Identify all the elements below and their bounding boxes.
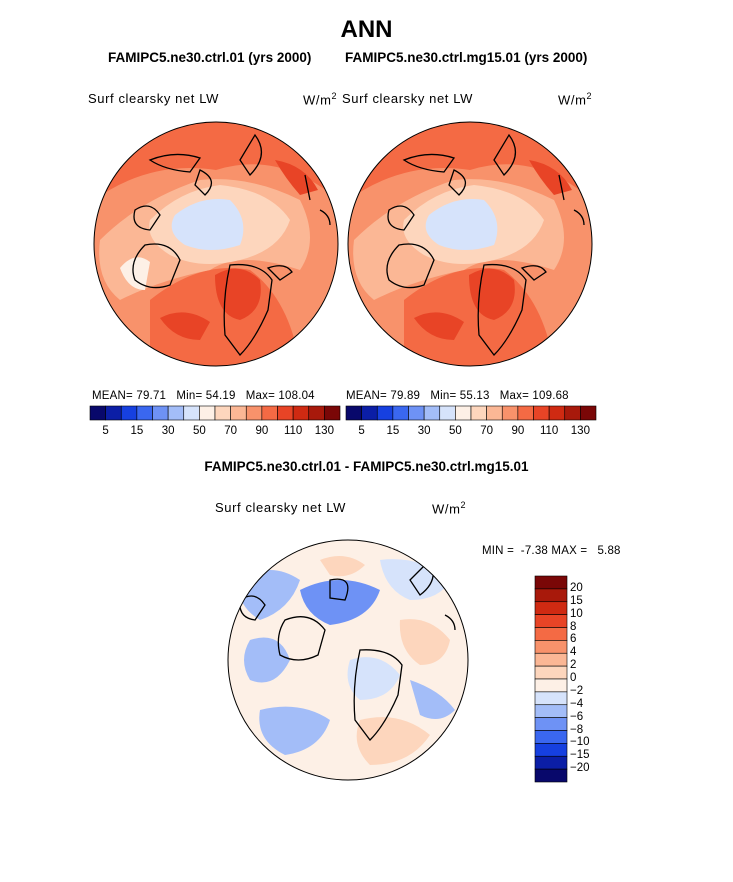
diff-colorbar-swatch bbox=[534, 768, 568, 783]
panel-2-colorbar-swatch bbox=[361, 405, 378, 421]
diff-colorbar bbox=[534, 575, 568, 783]
panel-1-colorbar-swatch bbox=[261, 405, 278, 421]
diff-colorbar-swatch bbox=[534, 678, 568, 693]
panel-1-colorbar-swatch bbox=[136, 405, 153, 421]
panel-1-colorbar-swatch bbox=[152, 405, 169, 421]
diff-stats: MIN = -7.38 MAX = 5.88 bbox=[482, 545, 621, 557]
panel-1-stats: MEAN= 79.71 Min= 54.19 Max= 108.04 bbox=[92, 390, 315, 402]
diff-colorbar-tick-label: 15 bbox=[570, 594, 583, 607]
diff-colorbar-tick-label: 6 bbox=[570, 633, 577, 646]
panel-1-colorbar-swatch bbox=[120, 405, 138, 421]
main-title: ANN bbox=[340, 16, 393, 43]
panel-2-colorbar-tick-label: 15 bbox=[386, 425, 400, 437]
diff-colorbar-swatch bbox=[534, 627, 568, 641]
diff-colorbar-swatch bbox=[534, 717, 568, 731]
panel-2-colorbar-swatch bbox=[345, 405, 362, 421]
panel-1-colorbar-tick-label: 70 bbox=[224, 425, 238, 437]
panel-1-colorbar-swatch bbox=[105, 405, 122, 421]
panel-1-colorbar-tick-label: 110 bbox=[283, 425, 303, 437]
panel-2-colorbar-swatch bbox=[517, 405, 534, 421]
panel-2-stats: MEAN= 79.89 Min= 55.13 Max= 109.68 bbox=[346, 390, 569, 402]
panel-2-colorbar-tick-label: 130 bbox=[570, 425, 590, 437]
panel-2-colorbar-tick-label: 50 bbox=[448, 425, 462, 437]
diff-colorbar-tick-label: 20 bbox=[570, 581, 583, 594]
diff-colorbar-swatch bbox=[534, 691, 568, 706]
diff-colorbar-tick-label: 8 bbox=[570, 620, 577, 633]
diff-colorbar-swatch bbox=[534, 601, 568, 615]
panel-2-colorbar-swatch bbox=[376, 405, 394, 421]
panel-1-colorbar-tick-label: 50 bbox=[192, 425, 206, 437]
panel-1-colorbar-tick-label: 30 bbox=[161, 425, 175, 437]
panel-2-colorbar-swatch bbox=[564, 405, 581, 421]
panel-1-colorbar-swatch bbox=[245, 405, 263, 421]
diff-colorbar-tick-label: 4 bbox=[570, 646, 577, 659]
diff-colorbar-tick-label: −2 bbox=[570, 684, 584, 697]
panel-2-colorbar-swatch bbox=[548, 405, 566, 421]
panel-2-colorbar-tick-label: 5 bbox=[358, 425, 365, 437]
panel-1-case-label: FAMIPC5.ne30.ctrl.01 (yrs 2000) bbox=[108, 50, 312, 65]
panel-2-units: W/m2 bbox=[558, 91, 593, 108]
diff-colorbar-tick-label: −6 bbox=[570, 710, 584, 723]
diff-colorbar-tick-label: −8 bbox=[570, 723, 584, 736]
panel-2-colorbar-swatch bbox=[439, 405, 456, 421]
panel-2-colorbar-swatch bbox=[580, 405, 597, 421]
diff-colorbar-tick-label: −4 bbox=[570, 697, 584, 710]
panel-1-colorbar-swatch bbox=[89, 405, 106, 421]
panel-2-colorbar-tick-label: 30 bbox=[417, 425, 431, 437]
diff-colorbar-swatch bbox=[534, 665, 568, 680]
panel-1-colorbar-tick-label: 5 bbox=[102, 425, 109, 437]
panel-1-var-label: Surf clearsky net LW bbox=[88, 91, 219, 106]
panel-1-colorbar-swatch bbox=[183, 405, 200, 421]
diff-colorbar-tick-label: −15 bbox=[570, 749, 590, 762]
diff-var-label: Surf clearsky net LW bbox=[215, 500, 346, 515]
panel-2-colorbar-swatch bbox=[533, 405, 550, 421]
diff-colorbar-swatch bbox=[534, 743, 568, 757]
panel-2-colorbar-swatch bbox=[486, 405, 503, 421]
diff-colorbar-tick-label: 10 bbox=[570, 607, 583, 620]
panel-2-colorbar-swatch bbox=[408, 405, 425, 421]
panel-1-colorbar-tick-label: 90 bbox=[255, 425, 269, 437]
diff-colorbar-tick-label: −20 bbox=[570, 762, 590, 775]
panel-1-units: W/m2 bbox=[303, 91, 338, 108]
panel-1-colorbar-swatch bbox=[214, 405, 231, 421]
panel-2-case-label: FAMIPC5.ne30.ctrl.mg15.01 (yrs 2000) bbox=[345, 50, 588, 65]
panel-1-colorbar-swatch bbox=[324, 405, 341, 421]
panel-2-colorbar-swatch bbox=[392, 405, 409, 421]
diff-colorbar-tick-label: 2 bbox=[570, 659, 577, 672]
panel-1-colorbar-tick-label: 15 bbox=[130, 425, 144, 437]
diff-colorbar-swatch bbox=[534, 575, 568, 590]
panel-2-var-label: Surf clearsky net LW bbox=[342, 91, 473, 106]
panel-1-colorbar-tick-label: 130 bbox=[314, 425, 334, 437]
panel-2-colorbar-tick-label: 70 bbox=[480, 425, 494, 437]
panel-2-colorbar-swatch bbox=[423, 405, 441, 421]
panel-1-colorbar-swatch bbox=[292, 405, 310, 421]
diff-colorbar-swatch bbox=[534, 614, 568, 628]
diff-case-label: FAMIPC5.ne30.ctrl.01 - FAMIPC5.ne30.ctrl… bbox=[204, 459, 529, 474]
panel-2-colorbar-swatch bbox=[455, 405, 472, 421]
diff-colorbar-swatch bbox=[534, 640, 568, 654]
diff-colorbar-swatch bbox=[534, 704, 568, 718]
diff-units: W/m2 bbox=[432, 500, 467, 517]
panel-2-colorbar bbox=[345, 405, 597, 421]
panel-1-colorbar bbox=[89, 405, 341, 421]
diff-colorbar-tick-label: −10 bbox=[570, 736, 590, 749]
panel-2-colorbar-tick-label: 110 bbox=[539, 425, 559, 437]
diff-colorbar-tick-label: 0 bbox=[570, 672, 577, 684]
panel-2-colorbar-swatch bbox=[501, 405, 519, 421]
panel-2-colorbar-tick-label: 90 bbox=[511, 425, 525, 437]
diff-colorbar-swatch bbox=[534, 730, 568, 744]
panel-2-colorbar-swatch bbox=[470, 405, 487, 421]
panel-1-colorbar-swatch bbox=[308, 405, 325, 421]
panel-1-colorbar-swatch bbox=[199, 405, 216, 421]
diff-colorbar-swatch bbox=[534, 755, 568, 770]
panel-1-colorbar-swatch bbox=[230, 405, 247, 421]
diff-colorbar-swatch bbox=[534, 652, 568, 667]
diff-colorbar-swatch bbox=[534, 588, 568, 603]
panel-1-colorbar-swatch bbox=[167, 405, 185, 421]
panel-1-colorbar-swatch bbox=[277, 405, 294, 421]
